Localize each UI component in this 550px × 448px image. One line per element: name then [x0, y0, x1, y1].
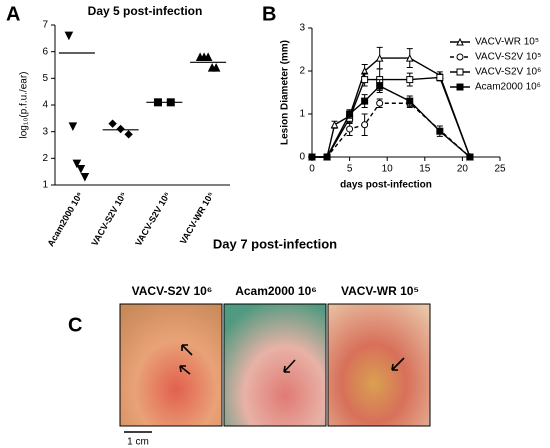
marker — [323, 153, 331, 161]
photo-label: VACV-S2V 10⁶ — [132, 284, 213, 298]
photos — [119, 303, 431, 433]
x-tick-label: VACV-S2V 10⁵ — [89, 190, 128, 247]
series-line — [312, 76, 471, 158]
x-tick-label: 20 — [457, 164, 469, 175]
marker — [436, 73, 444, 81]
y-tick-label: 1 — [42, 180, 48, 191]
x-tick-label: VACV-S2V 10⁶ — [133, 190, 172, 247]
scale-label: 1 cm — [127, 437, 149, 448]
marker — [361, 76, 369, 84]
y-tick-label: 5 — [42, 73, 48, 84]
legend-marker — [456, 83, 464, 91]
y-tick-label: 2 — [42, 153, 48, 164]
marker — [361, 121, 369, 129]
y-tick-label: 3 — [42, 126, 48, 137]
arrows — [179, 344, 405, 375]
marker — [346, 110, 354, 118]
y-tick-label: 3 — [299, 23, 305, 34]
legend-label: VACV-WR 10⁵ — [475, 37, 539, 48]
point — [153, 98, 162, 107]
point — [68, 122, 78, 131]
y-axis-label: log₁₀(p.f.u./ear) — [19, 72, 30, 139]
series-line — [312, 85, 471, 158]
marker — [375, 53, 384, 62]
legend-label: VACV-S2V 10⁶ — [475, 67, 541, 78]
marker — [361, 97, 369, 105]
photo — [119, 303, 223, 427]
point — [108, 119, 117, 128]
y-tick-label: 4 — [42, 100, 48, 111]
marker — [406, 76, 414, 84]
panel-label: A — [6, 3, 20, 25]
legend-label: Acam2000 10⁶ — [475, 82, 541, 93]
marker — [405, 53, 414, 62]
legend-label: VACV-S2V 10⁵ — [475, 52, 541, 63]
point — [72, 159, 82, 169]
x-tick-label: 5 — [347, 164, 353, 175]
y-axis-label: Lesion Diameter (mm) — [280, 40, 291, 145]
legend-marker — [456, 68, 464, 76]
panel-label: C — [68, 314, 82, 336]
x-axis-label: days post-infection — [340, 180, 432, 191]
x-tick-label: 0 — [309, 164, 315, 175]
marker — [406, 97, 414, 105]
marker — [308, 153, 316, 161]
marker — [436, 127, 444, 135]
point — [64, 31, 74, 41]
y-tick-label: 6 — [42, 46, 48, 57]
point — [80, 173, 90, 182]
legend-marker — [456, 37, 464, 46]
chart-title: Day 5 post-infection — [88, 4, 203, 18]
point — [116, 124, 125, 134]
marker — [376, 82, 384, 90]
y-tick-label: 0 — [299, 152, 305, 163]
y-tick-label: 1 — [299, 109, 305, 120]
legend-marker — [456, 53, 464, 61]
point — [124, 130, 133, 139]
marker — [376, 99, 384, 107]
marker — [466, 153, 474, 161]
panel-c-title: Day 7 post-infection — [213, 236, 337, 251]
marker — [346, 125, 354, 133]
x-tick-label: 15 — [419, 164, 431, 175]
point — [166, 98, 175, 107]
x-tick-label: 10 — [382, 164, 394, 175]
y-tick-label: 7 — [42, 20, 48, 31]
marker — [330, 120, 339, 129]
point — [211, 63, 221, 72]
photo-label: Acam2000 10⁶ — [235, 284, 317, 298]
x-tick-label: VACV-WR 10⁵ — [178, 190, 216, 246]
series-line — [312, 102, 471, 158]
panel-label: B — [262, 3, 276, 25]
photo-label: VACV-WR 10⁵ — [341, 284, 419, 298]
x-tick-label: 25 — [494, 164, 506, 175]
x-tick-label: Acam2000 10⁶ — [45, 190, 84, 248]
photo — [223, 303, 327, 427]
y-tick-label: 2 — [299, 66, 305, 77]
point — [203, 52, 213, 61]
point — [76, 165, 86, 174]
photo — [327, 303, 431, 427]
